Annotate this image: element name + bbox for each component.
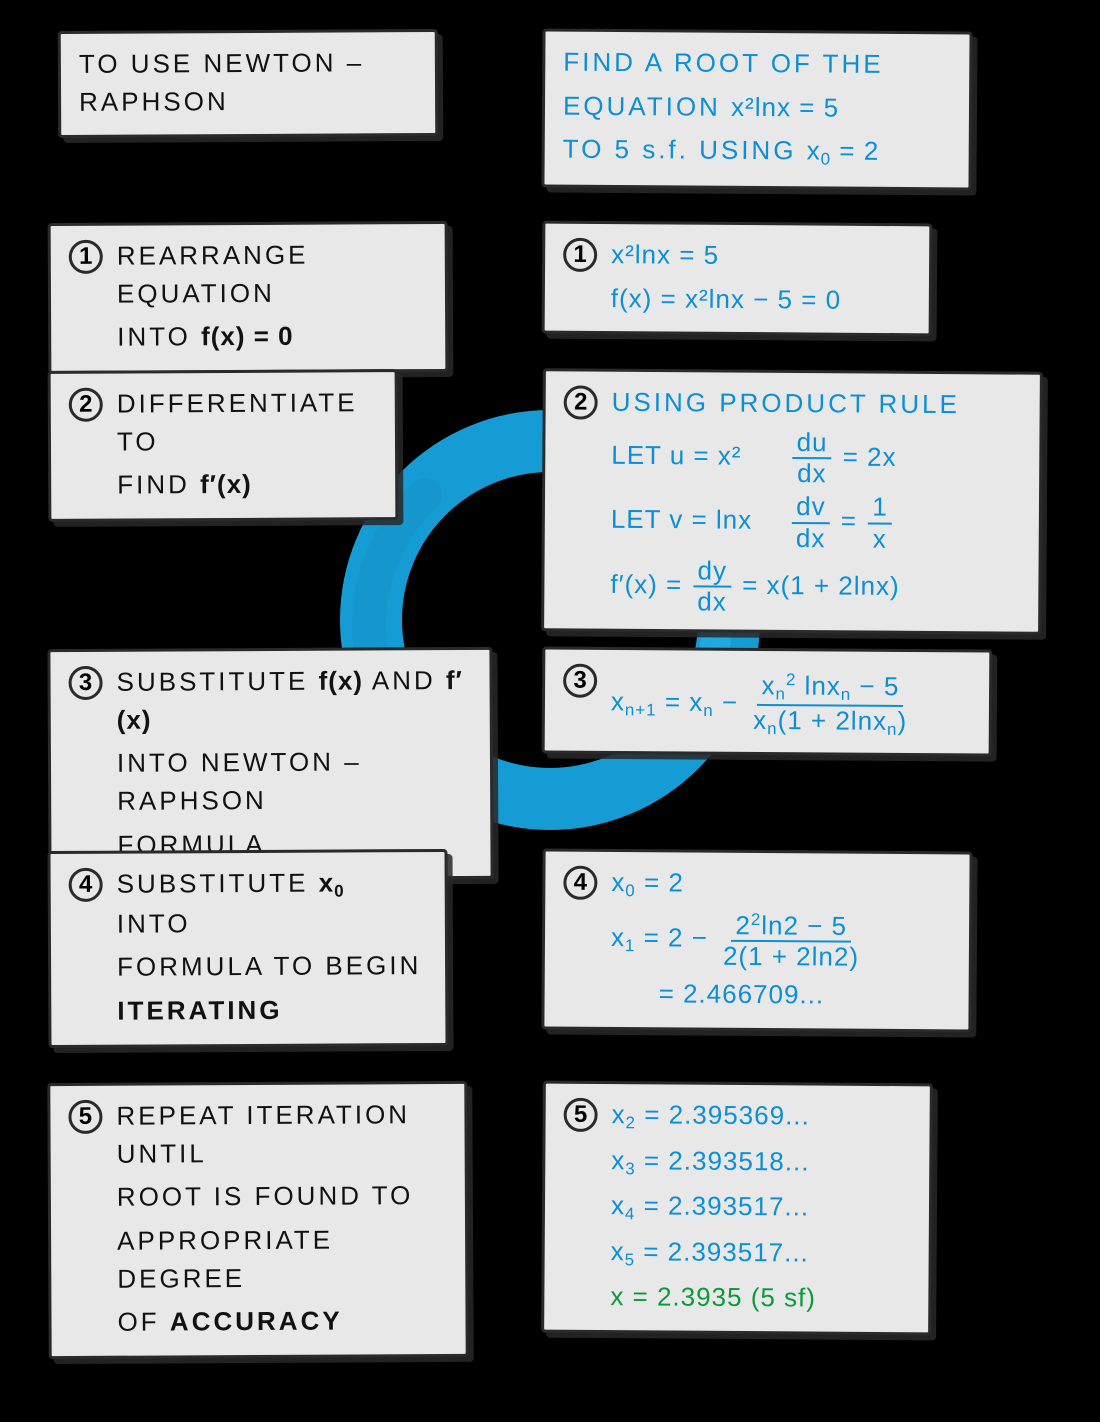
right-step-1-text: x²lnx = 5 f(x) = x²lnx − 5 = 0: [611, 236, 842, 319]
left-step-4: 4 SUBSTITUTE x0 INTO FORMULA TO BEGIN IT…: [47, 849, 448, 1048]
header-right-text: FIND A ROOT OF THE EQUATION x²lnx = 5 TO…: [563, 44, 952, 174]
right-step-3: 3 xn+1 = xn − xn2 lnxn − 5 xn(1 + 2lnxn): [542, 646, 993, 756]
header-left-text: TO USE NEWTON – RAPHSON: [79, 44, 417, 121]
step-number-icon: 1: [69, 240, 103, 274]
step-number-icon: 3: [563, 664, 597, 698]
hr-line3-eq: x0 = 2: [807, 136, 880, 167]
hr-line1: FIND A ROOT OF THE: [563, 47, 883, 79]
right-step-4-text: x0 = 2 x1 = 2 − 22ln2 − 5 2(1 + 2ln2) = …: [610, 864, 866, 1015]
hr-line2a: EQUATION: [563, 90, 731, 121]
right-step-3-text: xn+1 = xn − xn2 lnxn − 5 xn(1 + 2lnxn): [611, 662, 915, 739]
left-step-3-text: SUBSTITUTE f(x) AND f′(x) INTO NEWTON – …: [116, 662, 472, 864]
left-step-5: 5 REPEAT ITERATION UNTIL ROOT IS FOUND T…: [47, 1081, 468, 1359]
step-number-icon: 5: [564, 1098, 598, 1132]
step-number-icon: 4: [563, 866, 597, 900]
right-step-1: 1 x²lnx = 5 f(x) = x²lnx − 5 = 0: [542, 221, 933, 337]
header-left-card: TO USE NEWTON – RAPHSON: [58, 29, 439, 138]
hr-line3a: TO 5 s.f. USING: [563, 134, 807, 166]
step-number-icon: 1: [563, 238, 597, 272]
right-step-2: 2 USING PRODUCT RULE LET u = x² dudx = 2…: [541, 368, 1043, 635]
step-number-icon: 2: [564, 385, 598, 419]
right-step-5-text: x2 = 2.395369... x3 = 2.393518... x4 = 2…: [610, 1096, 817, 1317]
right-step-5: 5 x2 = 2.395369... x3 = 2.393518... x4 =…: [541, 1081, 933, 1336]
left-step-1: 1 REARRANGE EQUATION INTO f(x) = 0: [48, 221, 449, 374]
step-number-icon: 2: [69, 388, 103, 422]
step-number-icon: 5: [68, 1100, 102, 1134]
step-number-icon: 4: [69, 868, 103, 902]
right-step-4: 4 x0 = 2 x1 = 2 − 22ln2 − 5 2(1 + 2ln2) …: [541, 849, 972, 1033]
hr-line2-eq: x²lnx = 5: [731, 92, 839, 123]
left-step-5-text: REPEAT ITERATION UNTIL ROOT IS FOUND TO …: [116, 1096, 447, 1342]
step-number-icon: 3: [68, 666, 102, 700]
left-step-2-text: DIFFERENTIATE TO FIND f′(x): [117, 384, 378, 504]
left-step-2: 2 DIFFERENTIATE TO FIND f′(x): [48, 369, 399, 522]
left-step-1-text: REARRANGE EQUATION INTO f(x) = 0: [117, 236, 428, 357]
left-step-3: 3 SUBSTITUTE f(x) AND f′(x) INTO NEWTON …: [47, 647, 493, 882]
right-step-2-text: USING PRODUCT RULE LET u = x² dudx = 2x …: [610, 384, 960, 618]
header-right-card: FIND A ROOT OF THE EQUATION x²lnx = 5 TO…: [541, 29, 972, 191]
left-step-4-text: SUBSTITUTE x0 INTO FORMULA TO BEGIN ITER…: [117, 864, 428, 1030]
